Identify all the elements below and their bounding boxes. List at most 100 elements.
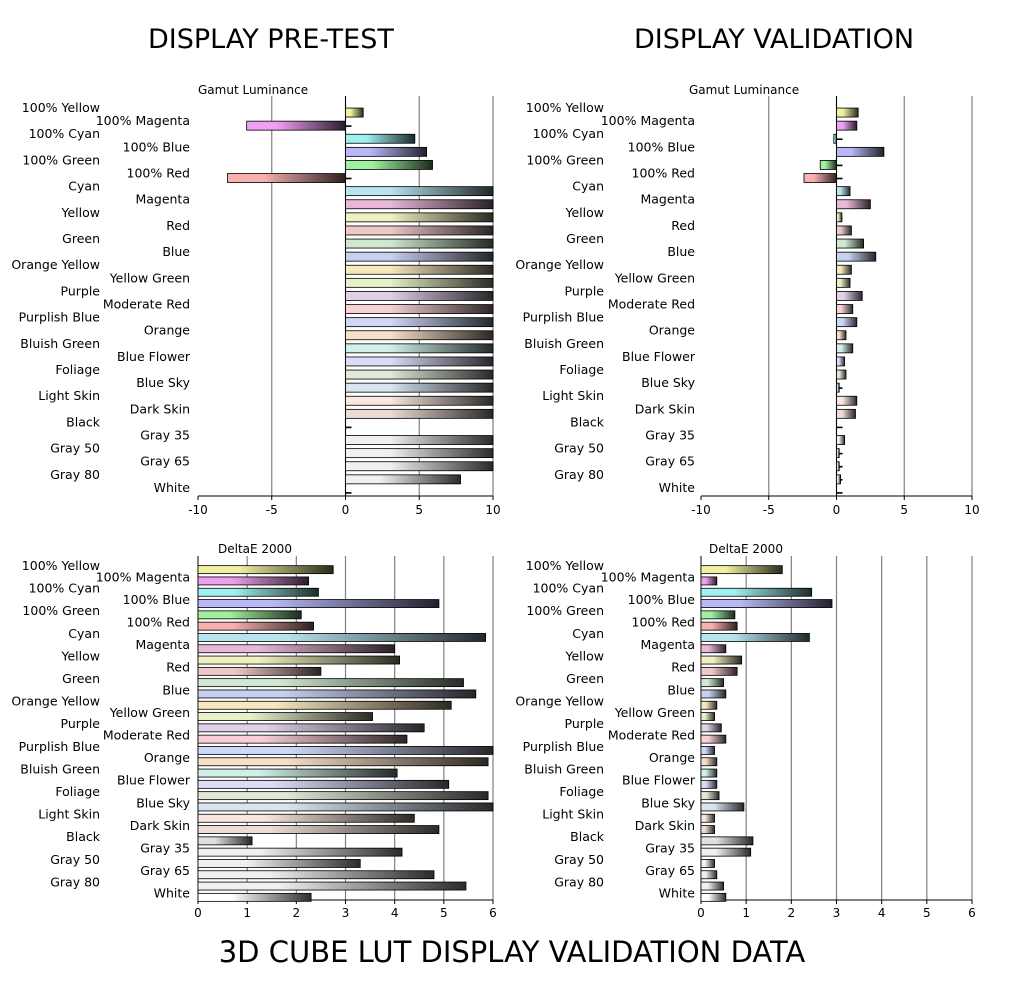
category-label: Magenta [640,637,695,652]
bar [700,734,727,744]
bar [833,133,837,144]
category-label: Gray 35 [645,841,695,856]
bar [836,225,852,236]
bar [700,565,783,575]
bar [197,813,415,823]
bar [345,199,494,210]
category-label: Yellow [565,648,604,663]
x-tick-label: 10 [964,503,979,517]
bar [345,107,364,118]
bar [197,802,494,812]
category-label: Yellow Green [109,705,190,720]
category-label: Moderate Red [103,297,190,312]
category-label: Blue Flower [117,349,191,364]
bar [700,825,715,834]
category-label: Foliage [55,784,100,799]
bar [836,369,847,380]
category-label: Black [570,414,605,429]
x-tick-label: -10 [691,503,711,517]
category-label: Gray 50 [554,441,604,456]
category-label: 100% Blue [123,139,191,154]
bar [836,304,854,314]
bar [197,779,450,789]
bar [345,264,494,275]
bar [345,382,494,393]
x-tick-label: 0 [697,906,705,920]
category-label: Gray 35 [140,428,190,443]
category-label: Green [62,231,100,246]
category-label: Foliage [559,784,604,799]
bar [700,768,718,778]
category-label: Yellow [565,205,604,220]
bar [836,382,840,393]
category-label: Orange [144,323,190,338]
bar [345,330,494,341]
bar [197,768,398,778]
bar [345,251,494,262]
bar [836,212,843,223]
category-label: Moderate Red [608,297,695,312]
bar [345,186,494,197]
bar [197,825,440,834]
category-label: Foliage [559,362,604,377]
bar [345,343,494,354]
bar [197,881,467,891]
category-label: Light Skin [38,388,100,403]
category-label: 100% Magenta [601,569,695,584]
bar [803,173,837,183]
category-label: 100% Cyan [533,581,604,596]
category-label: Orange Yellow [11,694,100,709]
category-label: Yellow Green [614,270,695,285]
category-label: 100% Magenta [601,113,695,128]
bar [197,666,322,676]
bar [836,461,840,472]
bar [819,160,837,170]
category-label: Purple [61,283,101,298]
category-label: Purplish Blue [19,739,101,754]
bar [345,225,494,236]
category-label: Bluish Green [20,761,100,776]
category-label: Dark Skin [635,401,695,416]
x-tick-label: -5 [763,503,775,517]
bar [197,791,489,801]
category-label: Blue [162,244,190,259]
x-tick-label: 4 [878,906,886,920]
bar [700,723,722,733]
bar [836,408,856,419]
bar [700,689,727,699]
category-label: Yellow Green [614,705,695,720]
bar [700,892,727,902]
bar [345,356,494,367]
x-tick-label: 6 [968,906,976,920]
bar [345,317,494,328]
bar [345,408,494,419]
bar [700,644,727,654]
category-label: Gray 80 [50,467,100,482]
bar [197,700,452,710]
category-label: Yellow Green [109,270,190,285]
bar [836,448,840,459]
category-label: Dark Skin [130,818,190,833]
category-label: Purple [565,716,605,731]
category-label: Green [566,671,604,686]
category-label: Gray 50 [50,441,100,456]
category-label: 100% Green [526,603,604,618]
bar [345,474,461,485]
category-label: 100% Green [22,152,100,167]
bar [700,610,736,620]
x-tick-label: 0 [194,906,202,920]
bar [836,146,885,157]
x-tick-label: -10 [188,503,208,517]
category-label: Blue Flower [117,773,191,788]
category-label: Gray 65 [645,454,695,469]
x-tick-label: 1 [742,906,750,920]
bar [836,395,858,406]
bar [700,791,720,801]
bar [700,813,715,823]
bar [197,565,334,575]
category-label: Light Skin [542,807,604,822]
category-label: Magenta [640,192,695,207]
category-label: White [659,886,696,901]
bar [197,757,489,767]
